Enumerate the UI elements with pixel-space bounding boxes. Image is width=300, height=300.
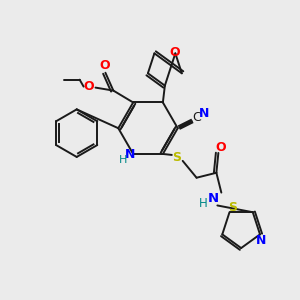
- Text: C: C: [192, 111, 201, 124]
- Text: N: N: [256, 234, 266, 247]
- Text: N: N: [199, 107, 210, 120]
- Text: N: N: [208, 192, 219, 205]
- Text: H: H: [119, 155, 128, 165]
- Text: H: H: [199, 197, 208, 210]
- Text: O: O: [99, 59, 110, 72]
- Text: O: O: [83, 80, 94, 93]
- Text: S: S: [228, 201, 237, 214]
- Text: S: S: [172, 152, 181, 164]
- Text: O: O: [215, 142, 226, 154]
- Text: N: N: [125, 148, 135, 161]
- Text: O: O: [169, 46, 180, 59]
